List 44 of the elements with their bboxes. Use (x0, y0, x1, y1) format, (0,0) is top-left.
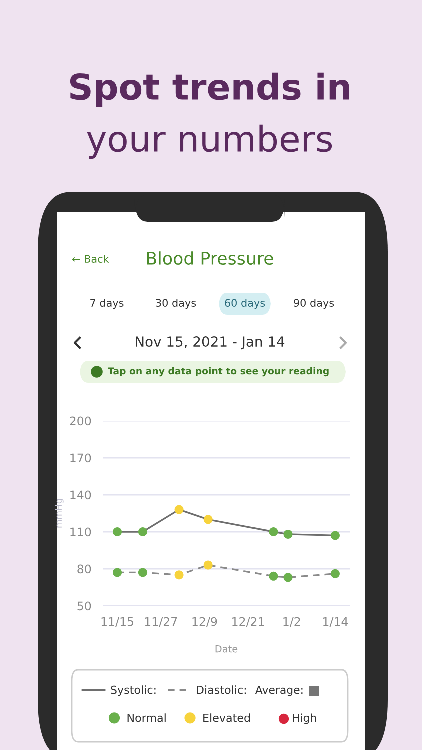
text: Spot trends in (70, 72, 350, 108)
legend-label: Elevated (204, 714, 250, 722)
x-axis-title: Date (216, 646, 238, 653)
text: your numbers (87, 124, 332, 160)
chart-title: Blood Pressure (147, 252, 274, 266)
point (284, 530, 293, 539)
point (138, 528, 148, 536)
point (330, 569, 340, 578)
y-tick-label: 110 (70, 528, 92, 537)
x-tick-label: 1/14 (324, 617, 348, 628)
point (204, 560, 213, 570)
point (174, 570, 184, 580)
point (269, 528, 278, 536)
point (138, 568, 148, 578)
point (330, 531, 340, 540)
chart-subtitle: Nov 15, 2021 - Jan 14 (136, 336, 285, 350)
point (204, 515, 213, 524)
x-tick-label: 11/15 (102, 617, 134, 628)
y-tick-label: 200 (70, 416, 92, 426)
point (113, 528, 122, 536)
text: ← Back (72, 254, 110, 264)
text: 60 days (225, 298, 266, 310)
point (174, 505, 184, 514)
x-tick-label: 12/21 (232, 617, 264, 628)
point (284, 573, 293, 582)
y-axis-title: mmHg (55, 499, 64, 528)
text: 30 days (156, 298, 196, 310)
text: Tap on any data point to see your reading (108, 367, 329, 377)
x-tick-label: 12/9 (192, 617, 218, 628)
y-tick-label: 50 (78, 602, 92, 611)
legend-label: Systolic: (111, 686, 156, 696)
text: High (293, 714, 316, 724)
legend-label: Normal (128, 714, 166, 722)
text: 90 days (294, 298, 334, 310)
point (269, 572, 278, 581)
y-tick-label: 140 (70, 490, 92, 500)
y-tick-label: 170 (70, 454, 92, 463)
point (113, 568, 122, 578)
text: Average: (255, 686, 303, 696)
x-tick-label: 11/27 (145, 617, 178, 628)
text: 7 days (90, 298, 124, 310)
legend-label: Diastolic: (197, 686, 246, 694)
x-tick-label: 1/2 (284, 617, 300, 628)
y-tick-label: 80 (78, 564, 92, 574)
